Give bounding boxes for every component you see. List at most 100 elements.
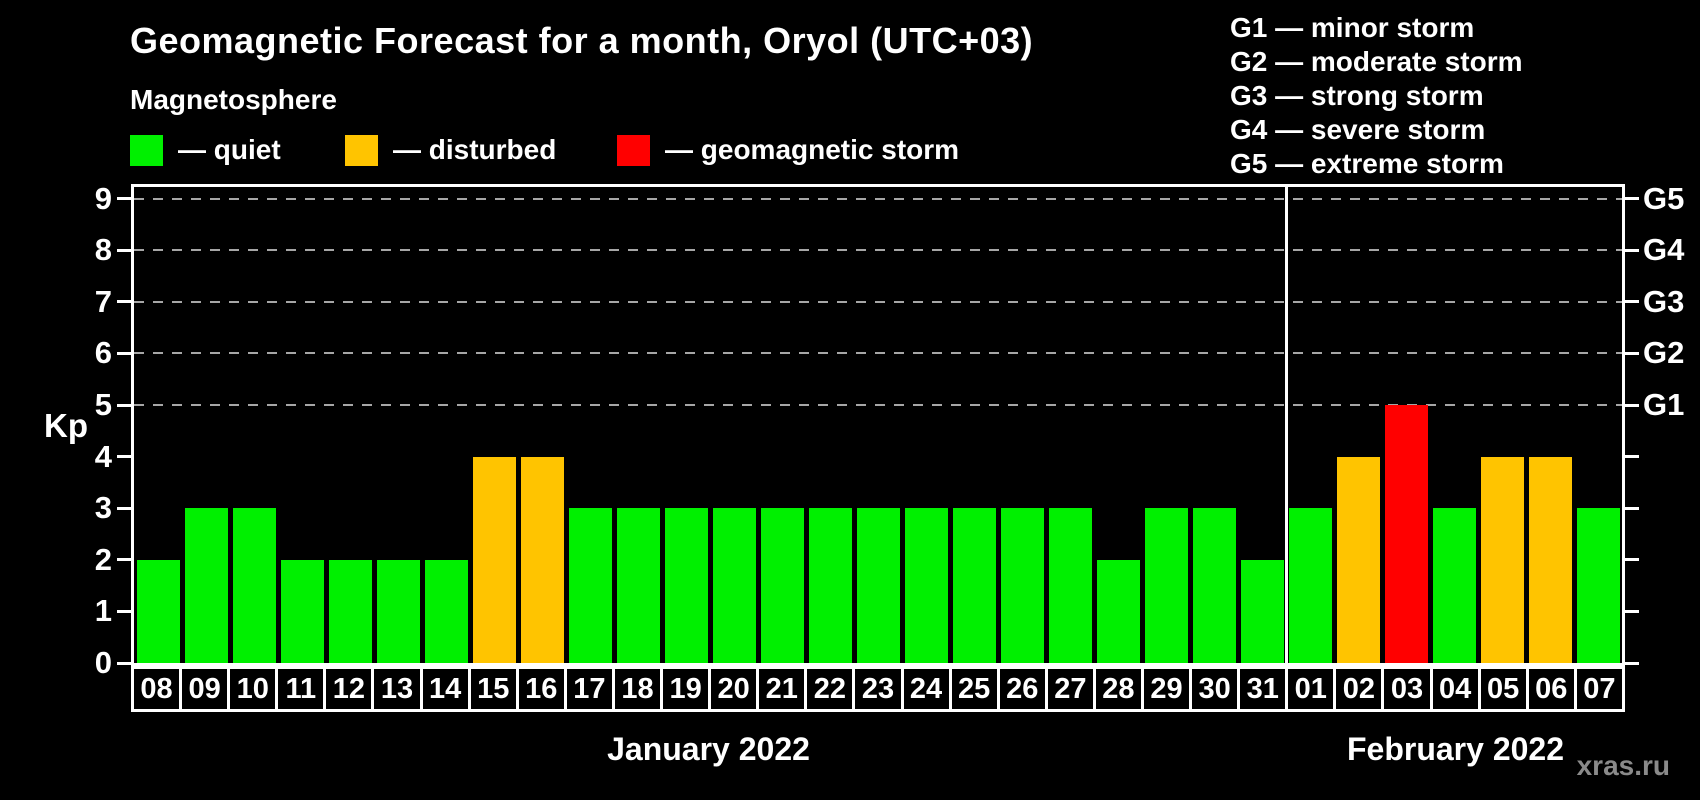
- legend-label-disturbed: — disturbed: [393, 134, 557, 165]
- chart-title: Geomagnetic Forecast for a month, Oryol …: [130, 20, 1034, 61]
- kp-bar: [1432, 508, 1476, 663]
- g-axis-tick: [1625, 351, 1639, 355]
- kp-bar: [520, 457, 564, 663]
- date-cell: 29: [1140, 669, 1189, 709]
- legend-label-quiet: — quiet: [178, 134, 281, 165]
- date-cell: 31: [1237, 669, 1285, 709]
- g-scale-label: G2: [1643, 335, 1685, 371]
- g-axis-tick: [1625, 506, 1639, 510]
- kp-bar: [904, 508, 948, 663]
- kp-bar: [1240, 560, 1284, 663]
- kp-bar: [328, 560, 372, 663]
- kp-bar: [376, 560, 420, 663]
- kp-bar: [1144, 508, 1188, 663]
- legend-item-disturbed: — disturbed: [345, 133, 556, 167]
- date-cell: 27: [1044, 669, 1093, 709]
- kp-axis-tick: [117, 558, 131, 562]
- date-axis: 08 09 10 11 12 13 14 15 16 17 18 19 20 21 22 23 24 25 26 27…: [131, 666, 1625, 712]
- date-cell: 02: [1333, 669, 1381, 709]
- date-cell: 08: [140, 672, 173, 705]
- date-cell: 28: [1092, 669, 1141, 709]
- kp-axis-tick: [117, 351, 131, 355]
- kp-bar: [760, 508, 804, 663]
- disturbed-color-swatch: [345, 134, 378, 166]
- gridline-kp9: [134, 197, 1622, 200]
- g-scale-legend: G1 — minor storm G2 — moderate storm G3 …: [1230, 11, 1523, 181]
- g4-legend-line: G4 — severe storm: [1230, 114, 1486, 145]
- legend-item-quiet: — quiet: [130, 133, 281, 167]
- kp-tick-label: 0: [94, 645, 112, 680]
- g-axis-tick: [1625, 661, 1639, 665]
- g-axis-tick: [1625, 455, 1639, 459]
- kp-bar: [424, 560, 468, 663]
- kp-axis-label: Kp: [44, 407, 88, 444]
- date-cell: 18: [611, 669, 660, 709]
- date-cell: 04: [1429, 669, 1478, 709]
- g-axis-tick: [1625, 248, 1639, 252]
- date-cell: 23: [852, 669, 900, 709]
- kp-bar: [1528, 457, 1572, 663]
- kp-bar: [472, 457, 516, 663]
- date-cell: 01: [1285, 669, 1333, 709]
- kp-bar: [1048, 508, 1092, 663]
- kp-bar: [808, 508, 852, 663]
- g-axis-tick: [1625, 558, 1639, 562]
- quiet-color-swatch: [130, 134, 163, 166]
- gridline-kp7: [134, 300, 1622, 303]
- kp-bar: [1096, 560, 1140, 663]
- g1-legend-line: G1 — minor storm: [1230, 12, 1475, 43]
- kp-tick-label: 8: [94, 232, 112, 268]
- date-cell: 05: [1477, 669, 1526, 709]
- date-cell: 03: [1381, 669, 1429, 709]
- kp-tick-label: 1: [94, 593, 112, 629]
- kp-axis-tick: [117, 300, 131, 304]
- kp-axis-tick: [117, 197, 131, 201]
- g2-legend-line: G2 — moderate storm: [1230, 46, 1523, 77]
- date-cell: 06: [1525, 669, 1574, 709]
- kp-axis-tick: [117, 609, 131, 613]
- g-axis-tick: [1625, 197, 1639, 201]
- gridline-kp5: [134, 404, 1622, 406]
- kp-tick-label: 7: [94, 283, 112, 319]
- g-scale-label: G5: [1643, 180, 1685, 216]
- kp-tick-label: 2: [94, 541, 112, 577]
- kp-axis-tick: [117, 455, 131, 459]
- date-cell: 09: [179, 669, 227, 709]
- date-cell: 12: [323, 669, 371, 709]
- kp-bar: [184, 508, 228, 663]
- kp-axis-tick: [117, 248, 131, 252]
- kp-bar: [136, 560, 180, 663]
- legend-item-storm: — geomagnetic storm: [617, 133, 959, 167]
- g-axis-tick: [1625, 609, 1639, 613]
- g-scale-label: G4: [1643, 232, 1685, 268]
- gridline-kp8: [134, 249, 1622, 252]
- kp-bar: [568, 508, 612, 663]
- kp-axis-tick: [117, 661, 131, 665]
- kp-bar: [856, 508, 900, 663]
- date-cell: 20: [708, 669, 756, 709]
- month-label-february: February 2022: [1346, 731, 1564, 767]
- kp-bar: [616, 508, 660, 663]
- kp-tick-label: 6: [94, 335, 112, 371]
- date-cell: 13: [371, 669, 419, 709]
- date-cell: 30: [1189, 669, 1237, 709]
- date-cell: 17: [563, 669, 612, 709]
- date-cell: 19: [660, 669, 708, 709]
- kp-bar: [664, 508, 708, 663]
- date-cell: 22: [804, 669, 852, 709]
- kp-bar: [712, 508, 756, 663]
- watermark-xras: xras.ru: [1576, 750, 1670, 781]
- gridline-kp6: [134, 352, 1622, 355]
- kp-bar: [1480, 457, 1524, 663]
- g5-legend-line: G5 — extreme storm: [1230, 148, 1504, 179]
- kp-bar: [1336, 457, 1380, 663]
- kp-axis-tick: [117, 403, 131, 407]
- g-scale-label: G3: [1643, 283, 1685, 319]
- kp-bar: [1288, 508, 1332, 663]
- date-cell: 25: [948, 669, 997, 709]
- date-cell: 21: [756, 669, 804, 709]
- g-scale-label: G1: [1643, 387, 1685, 422]
- storm-color-swatch: [617, 134, 650, 166]
- g-axis-tick: [1625, 300, 1639, 304]
